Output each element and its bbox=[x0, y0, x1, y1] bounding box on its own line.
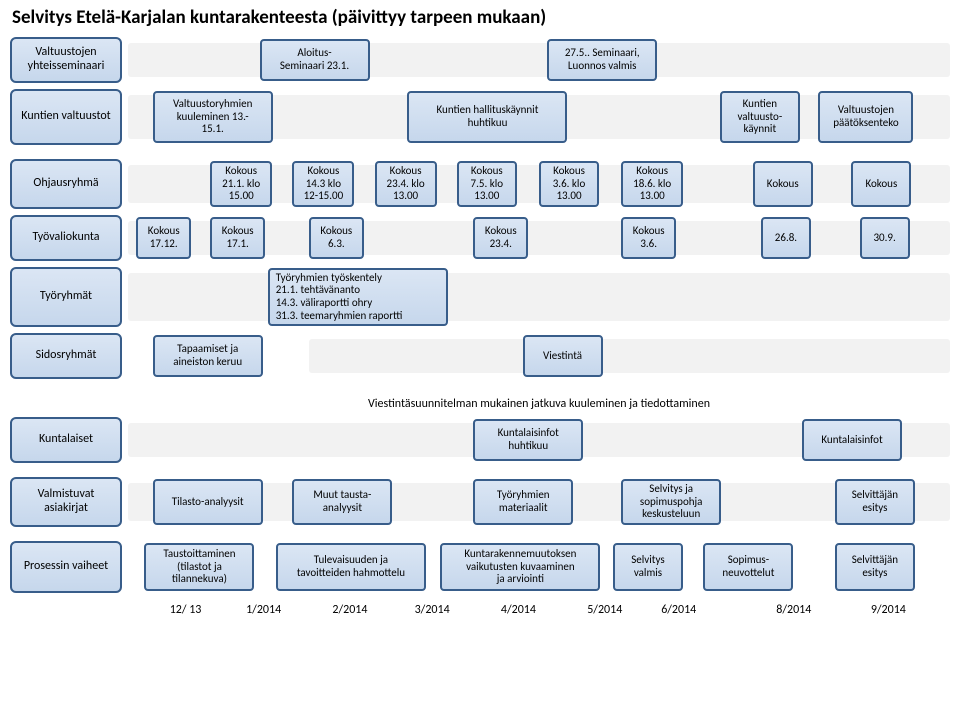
ohj-1: Kokous 21.1. klo 15.00 bbox=[210, 161, 272, 207]
label-ohjausryhma: Ohjausryhmä bbox=[10, 159, 122, 209]
ohj-3: Kokous 23.4. klo 13.00 bbox=[375, 161, 437, 207]
ohj-6: Kokous 18.6. klo 13.00 bbox=[621, 161, 683, 207]
pv-1: Taustoittaminen (tilastot ja tilannekuva… bbox=[144, 543, 254, 591]
label-prosessin: Prosessin vaiheet bbox=[10, 541, 122, 593]
page-title: Selvitys Etelä-Karjalan kuntarakenteesta… bbox=[12, 6, 950, 29]
pv-6: Selvittäjän esitys bbox=[835, 543, 915, 591]
pv-4: Selvitys valmis bbox=[613, 543, 683, 591]
va-3: Työryhmien materiaalit bbox=[473, 479, 573, 525]
tv-3: Kokous 6.3. bbox=[309, 217, 364, 259]
row-tyoryhmat: Työryhmät Työryhmien työskentely 21.1. t… bbox=[10, 267, 950, 327]
tl-6: 6/2014 bbox=[661, 603, 696, 617]
pv-3: Kuntarakennemuutoksen vaikutusten kuvaam… bbox=[440, 543, 600, 591]
sidos-viestinta: Viestintä bbox=[523, 335, 603, 377]
tl-4: 4/2014 bbox=[501, 603, 536, 617]
ohj-4: Kokous 7.5. klo 13.00 bbox=[457, 161, 517, 207]
box-seminaari-275: 27.5.. Seminaari, Luonnos valmis bbox=[547, 39, 657, 81]
timeline: 12/ 13 1/2014 2/2014 3/2014 4/2014 5/201… bbox=[128, 599, 950, 625]
va-1: Tilasto-analyysit bbox=[153, 479, 263, 525]
viestinta-caption: Viestintäsuunnitelman mukainen jatkuva k… bbox=[128, 393, 950, 417]
kuntalaisinfot-2: Kuntalaisinfot bbox=[802, 419, 902, 461]
tl-2: 2/2014 bbox=[332, 603, 367, 617]
tv-4: Kokous 23.4. bbox=[473, 217, 528, 259]
va-2: Muut tausta- analyysit bbox=[292, 479, 392, 525]
pv-2: Tulevaisuuden ja tavoitteiden hahmottelu bbox=[276, 543, 426, 591]
ohj-8: Kokous bbox=[851, 161, 911, 207]
box-paatoksenteko: Valtuustojen päätöksenteko bbox=[818, 91, 913, 143]
va-4: Selvitys ja sopimuspohja keskusteluun bbox=[621, 479, 721, 525]
tl-5: 5/2014 bbox=[587, 603, 622, 617]
label-tyoryhmat: Työryhmät bbox=[10, 267, 122, 327]
row-ohjausryhma: Ohjausryhmä Kokous 21.1. klo 15.00 Kokou… bbox=[10, 159, 950, 209]
va-5: Selvittäjän esitys bbox=[835, 479, 915, 525]
tv-5: Kokous 3.6. bbox=[621, 217, 676, 259]
ohj-2: Kokous 14.3 klo 12-15.00 bbox=[292, 161, 354, 207]
tv-6: 26.8. bbox=[761, 217, 811, 259]
label-sidosryhmat: Sidosryhmät bbox=[10, 333, 122, 379]
row-valtuustot: Kuntien valtuustot Valtuustoryhmien kuul… bbox=[10, 89, 950, 145]
tl-3: 3/2014 bbox=[415, 603, 450, 617]
row-tyovaliokunta: Työvaliokunta Kokous 17.12. Kokous 17.1.… bbox=[10, 215, 950, 261]
box-aloitus: Aloitus- Seminaari 23.1. bbox=[260, 39, 370, 81]
tv-7: 30.9. bbox=[860, 217, 910, 259]
box-hallituskaynnit: Kuntien hallituskäynnit huhtikuu bbox=[407, 91, 567, 143]
row-valmistuvat: Valmistuvat asiakirjat Tilasto-analyysit… bbox=[10, 477, 950, 527]
label-kuntalaiset: Kuntalaiset bbox=[10, 417, 122, 463]
label-valtuustot: Kuntien valtuustot bbox=[10, 89, 122, 145]
label-tyovaliokunta: Työvaliokunta bbox=[10, 215, 122, 261]
tl-1: 1/2014 bbox=[246, 603, 281, 617]
tl-8: 9/2014 bbox=[871, 603, 906, 617]
ohj-5: Kokous 3.6. klo 13.00 bbox=[539, 161, 599, 207]
tl-7: 8/2014 bbox=[776, 603, 811, 617]
row-kuntalaiset: Kuntalaiset Kuntalaisinfot huhtikuu Kunt… bbox=[10, 417, 950, 463]
label-yhteisseminaari: Valtuustojen yhteisseminaari bbox=[10, 37, 122, 83]
row-prosessin: Prosessin vaiheet Taustoittaminen (tilas… bbox=[10, 541, 950, 593]
tl-0: 12/ 13 bbox=[170, 603, 202, 617]
row-sidosryhmat: Sidosryhmät Tapaamiset ja aineiston keru… bbox=[10, 333, 950, 379]
tv-1: Kokous 17.12. bbox=[136, 217, 191, 259]
tyoryhmien-tyoskentely: Työryhmien työskentely 21.1. tehtävänant… bbox=[268, 268, 448, 326]
pv-5: Sopimus- neuvottelut bbox=[703, 543, 793, 591]
tv-2: Kokous 17.1. bbox=[210, 217, 265, 259]
ohj-7: Kokous bbox=[753, 161, 813, 207]
box-valtuustoryhmien: Valtuustoryhmien kuuleminen 13.- 15.1. bbox=[153, 91, 273, 143]
label-valmistuvat: Valmistuvat asiakirjat bbox=[10, 477, 122, 527]
box-valtuustokaynnit: Kuntien valtuusto- käynnit bbox=[720, 91, 800, 143]
sidos-tapaamiset: Tapaamiset ja aineiston keruu bbox=[153, 335, 263, 377]
kuntalaisinfot-1: Kuntalaisinfot huhtikuu bbox=[473, 419, 583, 461]
row-yhteisseminaari: Valtuustojen yhteisseminaari Aloitus- Se… bbox=[10, 37, 950, 83]
